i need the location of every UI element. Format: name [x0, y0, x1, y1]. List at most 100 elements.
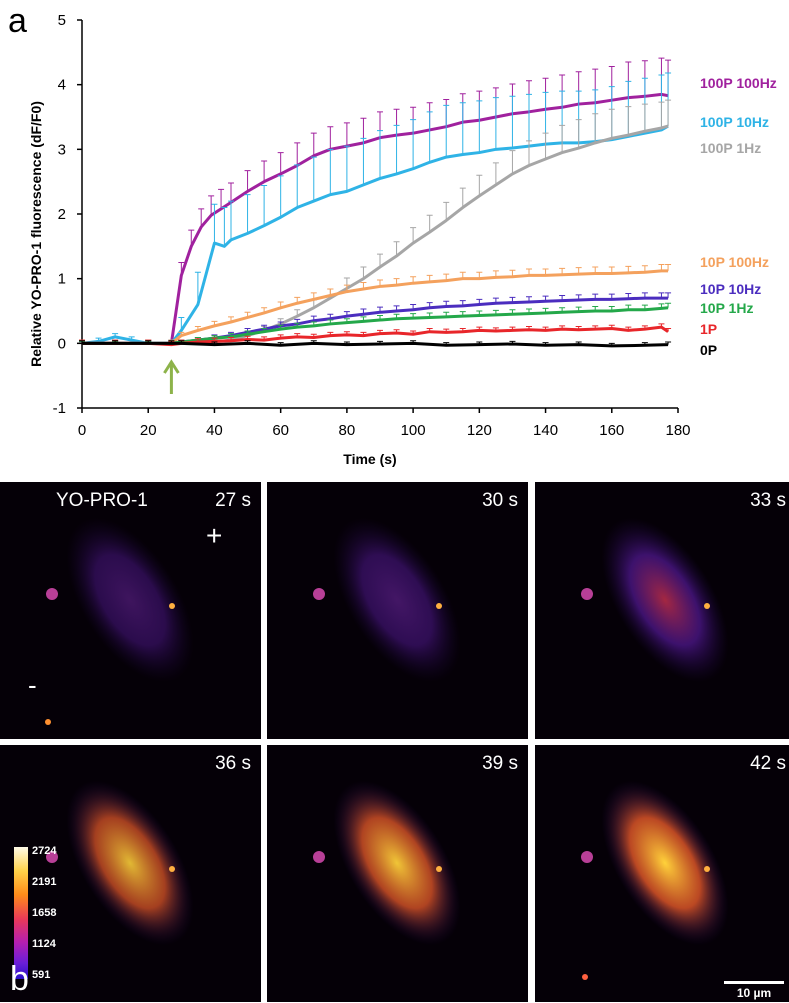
- error-bar: [261, 185, 268, 226]
- error-bar: [327, 148, 334, 195]
- error-bar: [294, 164, 301, 208]
- series-1p: [79, 323, 672, 347]
- series-label: 100P 100Hz: [700, 75, 777, 91]
- error-bar: [592, 113, 599, 143]
- y-axis-label: Relative YO-PRO-1 fluorescence (dF/F0): [28, 101, 44, 367]
- series-100p-1hz: [79, 99, 672, 345]
- series-label: 1P: [700, 321, 717, 337]
- intensity-colorbar: 2724 2191 1658 1124 591: [14, 845, 56, 981]
- positive-electrode-label: +: [206, 520, 223, 551]
- series-label: 10P 10Hz: [700, 281, 761, 297]
- timepoint-label: 27 s: [215, 490, 251, 511]
- error-bar: [492, 162, 499, 185]
- series-line: [82, 269, 669, 345]
- error-bar: [509, 150, 516, 174]
- error-bar: [410, 119, 417, 169]
- timepoint-label: 39 s: [482, 753, 518, 774]
- y-tick-label: 1: [58, 271, 66, 288]
- error-bar: [343, 122, 350, 147]
- colorbar-tick-label: 2191: [32, 876, 57, 888]
- series-line: [81, 124, 669, 345]
- timepoint-label: 30 s: [482, 490, 518, 511]
- negative-electrode-label: -: [28, 670, 37, 700]
- y-tick-label: 0: [58, 335, 66, 352]
- error-bar: [360, 266, 367, 279]
- series-label: 10P 1Hz: [700, 300, 753, 316]
- x-tick-label: 180: [665, 422, 690, 439]
- series-10p-1hz: [79, 302, 672, 345]
- panel-b-label: b: [10, 960, 29, 998]
- error-bar: [426, 214, 433, 233]
- error-bar: [559, 124, 566, 153]
- timepoint-label: 36 s: [215, 753, 251, 774]
- x-tick-label: 0: [78, 422, 86, 439]
- colorbar-tick-label: 591: [32, 969, 51, 981]
- x-tick-label: 40: [206, 422, 223, 439]
- error-bar: [575, 119, 582, 149]
- micrograph-tile: 42 s 10 µm: [535, 745, 789, 1002]
- error-bar: [526, 93, 532, 147]
- error-bar: [277, 175, 284, 218]
- colorbar-tick-label: 1658: [32, 907, 57, 919]
- series-100p-10hz: [79, 72, 672, 345]
- error-bar: [393, 124, 400, 174]
- error-bar: [658, 101, 665, 128]
- x-axis-label: Time (s): [343, 451, 396, 467]
- error-bar: [228, 182, 234, 203]
- error-bar: [608, 108, 615, 139]
- scale-bar: [724, 981, 784, 984]
- series-line: [82, 92, 669, 345]
- error-bar: [393, 241, 400, 257]
- timepoint-label: 42 s: [750, 753, 786, 774]
- x-tick-label: 80: [339, 422, 356, 439]
- error-bar: [218, 188, 225, 209]
- series-line: [82, 306, 669, 345]
- error-bar: [665, 341, 672, 345]
- error-bar: [665, 302, 672, 308]
- colorbar-tick-label: 1124: [32, 938, 56, 950]
- micrograph-tile: 39 s: [267, 745, 528, 1002]
- colorbar-gradient: [14, 847, 28, 979]
- error-bar: [665, 292, 672, 299]
- error-bar: [221, 207, 228, 247]
- series-line: [82, 325, 669, 347]
- y-tick-label: 5: [58, 12, 66, 29]
- error-bar: [542, 132, 549, 160]
- error-bar: [426, 111, 433, 163]
- error-bar: [208, 195, 215, 216]
- error-bar: [625, 106, 632, 136]
- error-bar: [526, 140, 532, 166]
- error-bar: [509, 95, 516, 149]
- x-tick-label: 60: [272, 422, 289, 439]
- y-tick-label: -1: [53, 400, 66, 417]
- error-bar: [343, 145, 350, 192]
- series-label: 100P 1Hz: [700, 140, 761, 156]
- scale-bar-label: 10 µm: [736, 986, 772, 1000]
- error-bar: [665, 99, 672, 127]
- micrograph-tile: 27 s YO-PRO-1 + -: [0, 482, 261, 739]
- error-bar: [377, 253, 383, 268]
- cell-image: [45, 517, 194, 725]
- error-bar: [476, 174, 483, 196]
- fluorescence-line-chart: -1 0 1 2 3 4 5 0 20 40 60 80 100 120 140 160 180 Time (s)…: [28, 12, 777, 467]
- error-bar: [360, 137, 367, 185]
- micrograph-tile: 33 s: [535, 482, 789, 739]
- series-label: 100P 10Hz: [700, 114, 769, 130]
- y-tick-label: 3: [58, 141, 66, 158]
- error-bar: [377, 130, 383, 179]
- error-bar: [327, 126, 334, 150]
- error-bar: [211, 203, 218, 244]
- error-bar: [261, 160, 268, 182]
- x-tick-label: 160: [599, 422, 624, 439]
- stimulus-arrow: [163, 359, 180, 394]
- x-tick-label: 100: [401, 422, 426, 439]
- error-bar: [244, 194, 251, 234]
- error-bar: [443, 201, 450, 221]
- error-bar: [443, 104, 450, 158]
- series-0p: [79, 340, 672, 348]
- timepoint-label: 33 s: [750, 490, 786, 511]
- colorbar-tick-label: 2724: [32, 845, 57, 857]
- series-label: 10P 100Hz: [700, 254, 769, 270]
- error-bar: [459, 187, 466, 208]
- micrograph-tile: 30 s: [267, 482, 528, 739]
